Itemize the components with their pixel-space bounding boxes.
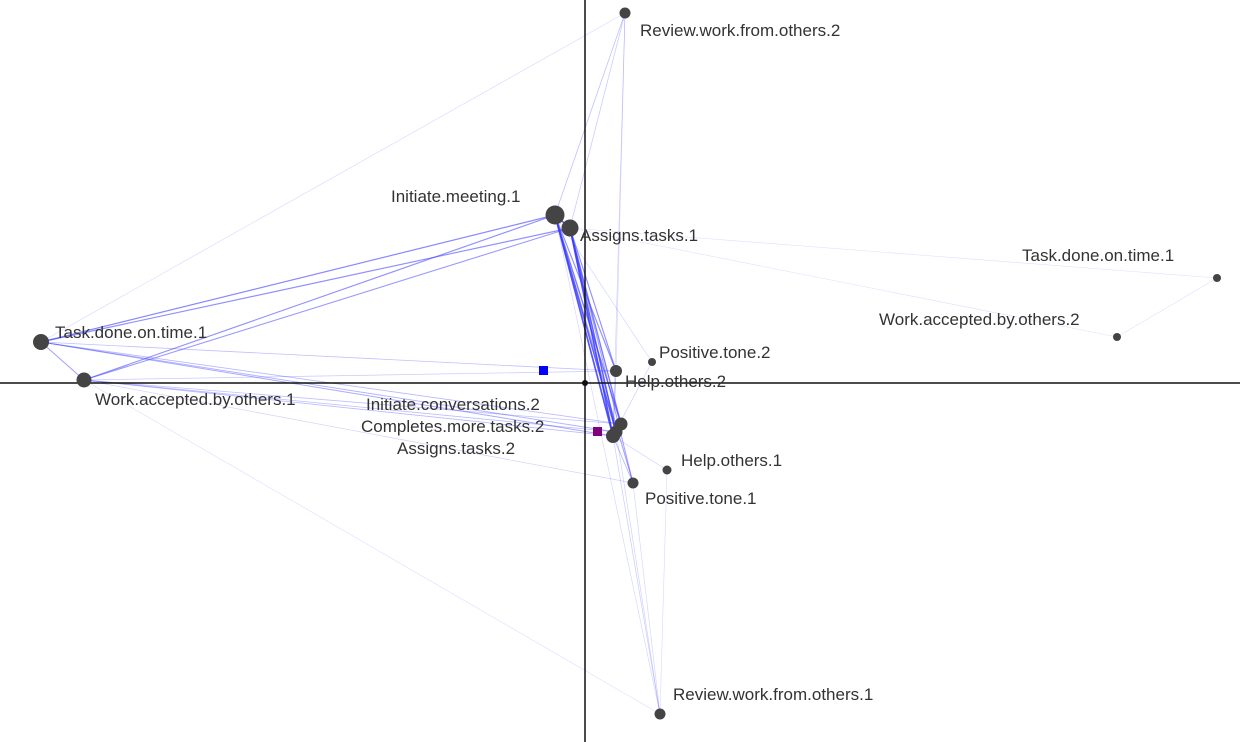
edge-n6-n2 bbox=[40, 214, 556, 343]
edge-n9-n12 bbox=[612, 370, 617, 437]
label-work-accepted-by-others-1: Work.accepted.by.others.1 bbox=[95, 390, 296, 409]
label-work-accepted-by-others-2: Work.accepted.by.others.2 bbox=[879, 310, 1080, 329]
edge-n1-n9 bbox=[615, 12, 626, 372]
mean-square-purple bbox=[593, 427, 602, 436]
edge-n6-n3 bbox=[40, 227, 571, 343]
label-layer: Review.work.from.others.2 Initiate.meeti… bbox=[55, 21, 1174, 704]
edge-n7-n3 bbox=[83, 227, 571, 381]
edge-n6-n9 bbox=[40, 341, 617, 372]
edge-n3-n9 bbox=[569, 227, 617, 372]
edge-n3-n11 bbox=[569, 227, 617, 433]
mean-square-blue bbox=[539, 366, 548, 375]
origin-point bbox=[582, 380, 588, 386]
label-task-done-on-time-1-left: Task.done.on.time.1 bbox=[55, 323, 207, 342]
label-review-work-from-others-1: Review.work.from.others.1 bbox=[673, 685, 873, 704]
edge-n4-n3 bbox=[569, 227, 1218, 279]
node-work-accepted-by-others-2 bbox=[1113, 333, 1121, 341]
label-task-done-on-time-1-right: Task.done.on.time.1 bbox=[1022, 246, 1174, 265]
edge-n1-n2 bbox=[554, 12, 626, 216]
label-assigns-tasks-2: Assigns.tasks.2 bbox=[397, 439, 515, 458]
edge-n15-n2 bbox=[554, 214, 661, 715]
node-assigns-tasks-1 bbox=[561, 219, 579, 237]
edge-n7-n9 bbox=[83, 370, 617, 381]
label-initiate-meeting-1: Initiate.meeting.1 bbox=[391, 187, 520, 206]
edge-n7-n11 bbox=[83, 379, 617, 433]
edge-n5-n3 bbox=[569, 227, 1118, 338]
node-task-done-on-time-1-left bbox=[33, 334, 49, 350]
node-initiate-meeting-1 bbox=[545, 205, 565, 225]
edge-n2-n14 bbox=[554, 214, 634, 484]
label-positive-tone-1: Positive.tone.1 bbox=[645, 489, 757, 508]
edge-n7-n12 bbox=[83, 379, 614, 437]
edge-n6-n12 bbox=[40, 341, 614, 437]
edge-n6-n11 bbox=[40, 341, 617, 433]
node-positive-tone-2 bbox=[648, 358, 656, 366]
label-initiate-conversations-2: Initiate.conversations.2 bbox=[366, 395, 540, 414]
edge-n2-n10 bbox=[554, 214, 622, 425]
edge-n15-n14 bbox=[632, 482, 661, 715]
node-assigns-tasks-2 bbox=[606, 429, 620, 443]
edge-n1-n3 bbox=[569, 12, 626, 229]
label-assigns-tasks-1: Assigns.tasks.1 bbox=[580, 226, 698, 245]
node-layer bbox=[33, 7, 1221, 720]
edge-n4-n5 bbox=[1116, 277, 1218, 338]
edge-n15-n13 bbox=[659, 469, 668, 715]
edge-n14-n7 bbox=[83, 379, 634, 484]
edge-n7-n10 bbox=[83, 379, 622, 425]
node-work-accepted-by-others-1 bbox=[76, 372, 92, 388]
node-review-work-from-others-2 bbox=[619, 7, 631, 19]
node-review-work-from-others-1 bbox=[654, 708, 666, 720]
edge-n1-n6 bbox=[40, 12, 626, 343]
edge-n13-n12 bbox=[612, 435, 668, 471]
edge-n7-n2 bbox=[83, 214, 556, 381]
edge-n8-n2 bbox=[554, 214, 653, 363]
edge-n6-n7 bbox=[40, 341, 85, 381]
label-positive-tone-2: Positive.tone.2 bbox=[659, 343, 771, 362]
edge-n3-n10 bbox=[569, 227, 622, 425]
label-completes-more-tasks-2: Completes.more.tasks.2 bbox=[361, 417, 544, 436]
edge-n15-n12 bbox=[612, 435, 661, 715]
edge-n14-n12 bbox=[612, 435, 634, 484]
node-help-others-1 bbox=[662, 465, 672, 475]
edge-layer bbox=[40, 12, 1218, 715]
edge-n15-n11 bbox=[615, 431, 661, 715]
node-help-others-2 bbox=[610, 365, 622, 377]
edge-n3-n14 bbox=[569, 227, 634, 484]
node-positive-tone-1 bbox=[627, 477, 639, 489]
label-help-others-2: Help.others.2 bbox=[625, 372, 726, 391]
edge-n15-n7 bbox=[83, 379, 661, 715]
node-task-done-on-time-1-right bbox=[1213, 274, 1221, 282]
label-help-others-1: Help.others.1 bbox=[681, 451, 782, 470]
label-review-work-from-others-2: Review.work.from.others.2 bbox=[640, 21, 840, 40]
